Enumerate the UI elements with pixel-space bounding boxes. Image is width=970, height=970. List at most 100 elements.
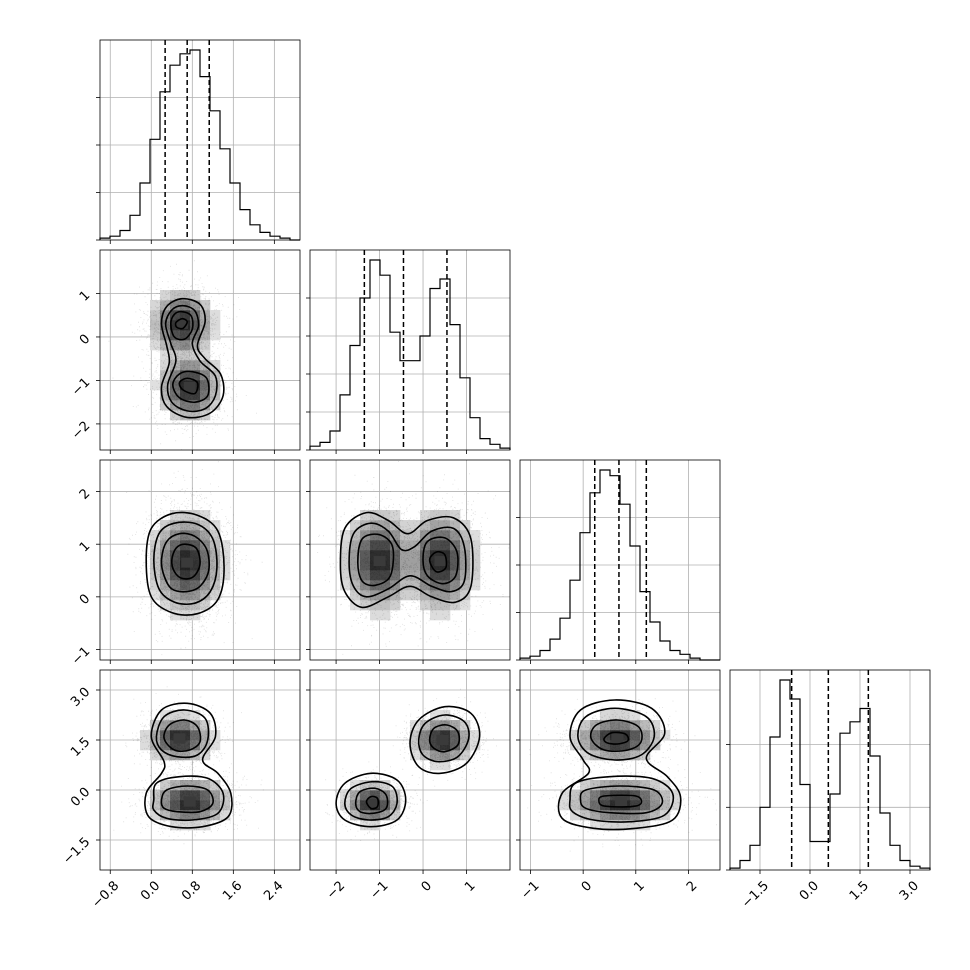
density-cell xyxy=(200,590,211,601)
density-cell xyxy=(150,330,161,341)
density-cell xyxy=(410,590,421,601)
density-cell xyxy=(440,610,451,621)
density-cell xyxy=(200,730,211,741)
density-cell xyxy=(590,820,601,831)
density-cell xyxy=(360,540,371,551)
density-cell xyxy=(650,780,661,791)
scatter-2-1-frame xyxy=(309,459,511,661)
density-cell xyxy=(440,590,451,601)
density-cell xyxy=(180,360,191,371)
density-cell xyxy=(390,530,401,541)
density-cell xyxy=(390,560,401,571)
scatter-points xyxy=(131,329,257,450)
contour-line xyxy=(428,724,461,753)
contour-line xyxy=(164,304,218,413)
density-cell xyxy=(180,400,191,411)
density-cell xyxy=(420,580,431,591)
y-tick-label: 0 xyxy=(77,592,93,608)
density-cell xyxy=(200,370,211,381)
density-cell xyxy=(160,800,171,811)
density-cell xyxy=(590,800,601,811)
density-cell xyxy=(170,380,181,391)
density-cell xyxy=(200,530,211,541)
density-cell xyxy=(210,570,221,581)
contour-line xyxy=(178,377,199,395)
contour-line xyxy=(171,370,210,404)
density-cell xyxy=(180,410,191,421)
density-cell xyxy=(170,510,181,521)
density-cell xyxy=(220,560,231,571)
density-cell xyxy=(160,520,171,531)
density-cell xyxy=(360,530,371,541)
density-cell xyxy=(210,800,221,811)
density-cell xyxy=(610,780,621,791)
density-cell xyxy=(200,330,211,341)
density-cell xyxy=(360,550,371,561)
density-cell xyxy=(150,530,161,541)
density-cell xyxy=(430,720,441,731)
density-cell xyxy=(380,610,391,621)
density-cell xyxy=(190,370,201,381)
density-cell xyxy=(460,520,471,531)
histogram-line xyxy=(729,679,931,870)
density-cell xyxy=(390,550,401,561)
density-cell xyxy=(620,820,631,831)
density-cell xyxy=(150,750,161,761)
density-cell xyxy=(160,340,171,351)
density-cell xyxy=(140,740,151,751)
density-cell xyxy=(160,310,171,321)
density-cell xyxy=(590,810,601,821)
x-tick-label: 0.0 xyxy=(797,878,822,903)
density-cell xyxy=(180,740,191,751)
density-cell xyxy=(340,560,351,571)
density-cell xyxy=(150,310,161,321)
scatter-panel-2-1 xyxy=(306,459,511,664)
density-cell xyxy=(610,750,621,761)
y-tick-label: −1 xyxy=(69,375,93,399)
x-tick-label: −1 xyxy=(367,878,391,902)
density-cell xyxy=(410,730,421,741)
density-cell xyxy=(430,760,441,771)
x-tick-label: −1 xyxy=(518,878,542,902)
density-cell xyxy=(150,590,161,601)
density-cell xyxy=(640,780,651,791)
density-cell xyxy=(470,540,481,551)
density-cell xyxy=(610,710,621,721)
density-cell xyxy=(450,750,461,761)
density-cell xyxy=(170,520,181,531)
y-tick-label: 2 xyxy=(77,486,93,502)
density-cell xyxy=(370,820,381,831)
density-cell xyxy=(200,720,211,731)
density-cell xyxy=(650,720,661,731)
density-cell xyxy=(150,560,161,571)
density-cell xyxy=(150,810,161,821)
density-cell xyxy=(160,780,171,791)
density-cell xyxy=(360,810,371,821)
density-cell xyxy=(450,720,461,731)
y-tick-label: −2 xyxy=(69,419,93,443)
density-cell xyxy=(210,780,221,791)
density-cell xyxy=(600,820,611,831)
density-cell xyxy=(200,790,211,801)
density-cell xyxy=(410,530,421,541)
density-cell xyxy=(420,590,431,601)
x-tick-label: 0.8 xyxy=(179,878,204,903)
density-cell xyxy=(450,540,461,551)
density-cell xyxy=(170,300,181,311)
density-cell xyxy=(450,550,461,561)
histogram-0-frame xyxy=(99,39,301,241)
density-cell xyxy=(190,710,201,721)
density-cell xyxy=(200,600,211,611)
density-cell xyxy=(600,810,611,821)
density-cell xyxy=(200,820,211,831)
density-cell xyxy=(380,810,391,821)
density-cell xyxy=(630,820,641,831)
scatter-panel-1-0: −2 −1 0 1 xyxy=(69,249,301,454)
density-cell xyxy=(560,800,571,811)
density-cell xyxy=(640,820,651,831)
scatter-panel-3-0: −0.8 0.0 0.8 1.6 2.4 −1.5 0.0 1.5 3.0 xyxy=(60,669,301,911)
density-cell xyxy=(630,810,641,821)
density-cell xyxy=(360,790,371,801)
density-cell xyxy=(400,520,411,531)
density-cell xyxy=(570,730,581,741)
